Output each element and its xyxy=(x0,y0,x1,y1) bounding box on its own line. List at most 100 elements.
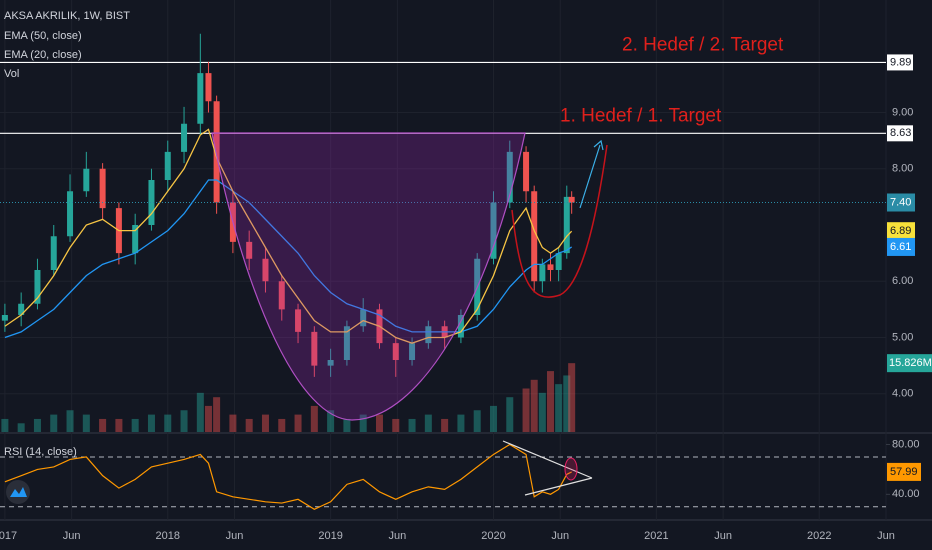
volume-bar xyxy=(473,410,481,432)
target-annotation: 1. Hedef / 1. Target xyxy=(560,105,722,126)
candle-body xyxy=(99,168,106,209)
candle-body xyxy=(457,315,464,338)
volume-bar xyxy=(489,405,497,432)
volume-bar xyxy=(359,414,367,432)
x-tick-label: 2021 xyxy=(644,530,668,542)
y-tick-label: 8.00 xyxy=(892,163,913,175)
candle-body xyxy=(490,202,497,259)
price-label: 6.89 xyxy=(890,225,911,237)
candle-body xyxy=(181,123,188,152)
ema-line xyxy=(4,179,573,339)
candle-body xyxy=(67,191,74,237)
rsi-line xyxy=(4,443,572,510)
volume-bar xyxy=(538,392,546,432)
volume-bar xyxy=(115,418,123,432)
volume-bar xyxy=(568,363,576,432)
ema-line xyxy=(4,128,573,344)
candle-body xyxy=(197,73,204,124)
volume-bar xyxy=(33,418,41,432)
x-tick-label: 2019 xyxy=(318,530,342,542)
volume-bar xyxy=(1,418,9,432)
candle-body xyxy=(360,309,367,327)
logo xyxy=(6,480,30,504)
x-tick-label: Jun xyxy=(63,530,81,542)
volume-bar xyxy=(563,375,571,432)
volume-bar xyxy=(546,371,554,432)
candle-body xyxy=(1,315,8,321)
volume-bar xyxy=(375,414,383,432)
volume-bar xyxy=(392,418,400,432)
candle-body xyxy=(50,236,57,270)
rsi-label: 57.99 xyxy=(890,466,918,478)
volume-bar xyxy=(555,384,563,432)
price-label: 6.61 xyxy=(890,241,911,253)
candle-body xyxy=(278,281,285,310)
rsi-label-box xyxy=(887,462,921,481)
rsi-title: RSI (14, close) xyxy=(4,446,77,458)
candle-body xyxy=(34,270,41,304)
volume-bar xyxy=(147,414,155,432)
volume-bar xyxy=(99,418,107,432)
candle-body xyxy=(506,151,513,203)
x-tick-label: Jun xyxy=(551,530,569,542)
volume-bar xyxy=(424,414,432,432)
candle-body xyxy=(213,101,220,203)
candle-body xyxy=(205,73,212,102)
candle-body xyxy=(555,253,562,270)
x-tick-label: 2020 xyxy=(481,530,505,542)
volume-bar xyxy=(261,414,269,432)
price-label: 8.63 xyxy=(890,127,911,139)
volume-bar xyxy=(229,414,237,432)
volume-bar xyxy=(50,414,58,432)
price-label-box xyxy=(887,125,913,142)
volume-bar xyxy=(310,405,318,432)
candle-body xyxy=(83,168,90,192)
candle-body xyxy=(327,360,334,366)
rsi-tick-label: 80.00 xyxy=(892,438,920,450)
candle-body xyxy=(392,343,399,360)
volume-bar xyxy=(213,397,221,432)
legend-entry: EMA (50, close) xyxy=(4,30,82,42)
candle-body xyxy=(343,326,350,360)
x-tick-label: 2017 xyxy=(0,530,17,542)
price-label-box xyxy=(887,222,915,241)
x-tick-label: Jun xyxy=(226,530,244,542)
volume-bar xyxy=(441,418,449,432)
volume-bar xyxy=(294,414,302,432)
candle-body xyxy=(547,264,554,270)
volume-bar xyxy=(343,418,351,432)
target-arrow xyxy=(579,139,604,209)
y-tick-label: 6.00 xyxy=(892,275,913,287)
y-tick-label: 4.00 xyxy=(892,388,913,400)
x-tick-label: Jun xyxy=(714,530,732,542)
x-tick-label: Jun xyxy=(389,530,407,542)
price-label-box xyxy=(887,54,913,71)
volume-bar xyxy=(131,418,139,432)
rsi-tick-label: 40.00 xyxy=(892,488,920,500)
y-tick-label: 5.00 xyxy=(892,331,913,343)
rsi-highlight xyxy=(564,457,578,481)
volume-bar xyxy=(530,379,538,432)
candle-body xyxy=(539,264,546,282)
candle-body xyxy=(295,309,302,332)
volume-bar xyxy=(82,414,90,432)
price-label-box xyxy=(887,193,915,212)
candle-body xyxy=(262,258,269,282)
volume-bar xyxy=(66,410,74,432)
candle-body xyxy=(523,151,530,192)
volume-bar xyxy=(506,397,514,432)
candle-body xyxy=(18,303,25,315)
legend-entry: Vol xyxy=(4,68,19,80)
x-tick-label: 2018 xyxy=(156,530,180,542)
legend-entry: EMA (20, close) xyxy=(4,49,82,61)
logo-icon xyxy=(10,487,27,497)
candle-body xyxy=(148,180,155,225)
volume-bar xyxy=(278,418,286,432)
volume-label: 15.826M xyxy=(889,357,932,369)
volume-bar xyxy=(522,388,530,432)
candle-body xyxy=(425,326,432,344)
volume-bar xyxy=(245,418,253,432)
candle-body xyxy=(132,225,139,254)
